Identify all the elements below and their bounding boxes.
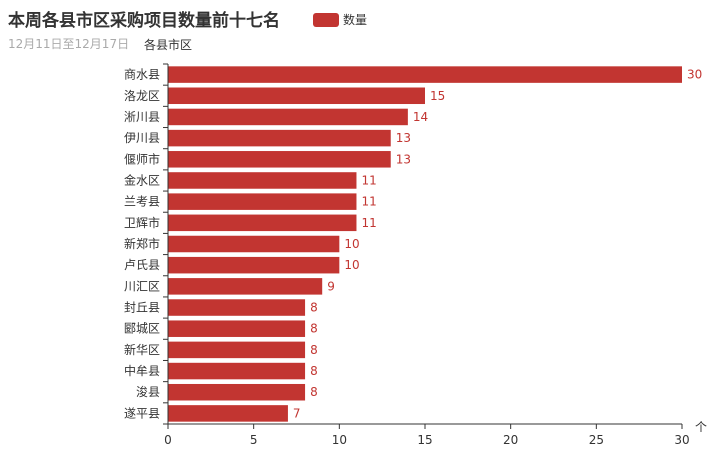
- category-label: 新华区: [124, 342, 160, 357]
- data-label: 15: [430, 89, 445, 103]
- category-label: 郾城区: [124, 322, 160, 336]
- bar-商水县[interactable]: [168, 66, 682, 83]
- x-axis: 0 5 10 15 20 25 30: [164, 423, 690, 447]
- bar-新华区[interactable]: [168, 341, 306, 359]
- y-axis-name: 各县市区: [144, 37, 192, 52]
- bar-新郑市[interactable]: [168, 235, 340, 253]
- legend[interactable]: 数量: [313, 12, 367, 27]
- category-label: 偃师市: [124, 151, 160, 166]
- x-tick-label: 25: [589, 433, 604, 447]
- bar-卫辉市[interactable]: [168, 214, 357, 232]
- category-labels: 商水县洛龙区淅川县伊川县偃师市金水区兰考县卫辉市新郑市卢氏县川汇区封丘县郾城区新…: [124, 67, 160, 421]
- bar-浚县[interactable]: [168, 383, 306, 401]
- bar-兰考县[interactable]: [168, 193, 357, 210]
- data-label: 30: [687, 68, 702, 82]
- legend-swatch[interactable]: [313, 13, 339, 27]
- data-label: 10: [344, 258, 359, 272]
- bar-遂平县[interactable]: [168, 405, 288, 422]
- y-axis: [163, 63, 169, 425]
- x-tick-label: 10: [332, 433, 347, 447]
- data-label: 8: [310, 364, 318, 378]
- data-label: 11: [361, 195, 376, 209]
- category-label: 遂平县: [124, 406, 160, 420]
- x-tick-label: 5: [250, 433, 258, 447]
- data-label: 13: [396, 152, 411, 166]
- data-label: 13: [396, 131, 411, 145]
- bars-group: [168, 66, 682, 422]
- category-label: 封丘县: [124, 301, 160, 315]
- bar-中牟县[interactable]: [168, 362, 306, 380]
- x-tick-label: 0: [164, 433, 172, 447]
- category-label: 卢氏县: [124, 257, 160, 272]
- category-label: 新郑市: [124, 236, 160, 251]
- category-label: 商水县: [124, 67, 160, 82]
- category-label: 淅川县: [124, 109, 160, 124]
- x-tick-label: 15: [417, 433, 432, 447]
- category-label: 川汇区: [124, 279, 160, 293]
- data-label: 8: [310, 322, 318, 336]
- category-label: 浚县: [136, 384, 160, 399]
- bar-金水区[interactable]: [168, 172, 357, 189]
- data-label: 11: [361, 216, 376, 230]
- data-label: 10: [344, 237, 359, 251]
- bar-淅川县[interactable]: [168, 108, 408, 126]
- data-label: 11: [361, 173, 376, 187]
- category-label: 伊川县: [124, 131, 160, 145]
- category-label: 洛龙区: [124, 88, 160, 103]
- category-label: 中牟县: [124, 363, 160, 378]
- data-label: 8: [310, 343, 318, 357]
- chart-subtitle: 12月11日至12月17日: [8, 37, 129, 51]
- x-tick-label: 30: [674, 433, 689, 447]
- category-label: 兰考县: [124, 195, 160, 209]
- data-label: 8: [310, 301, 318, 315]
- bar-封丘县[interactable]: [168, 299, 306, 316]
- bar-川汇区[interactable]: [168, 278, 323, 295]
- data-label: 7: [293, 406, 301, 420]
- bar-卢氏县[interactable]: [168, 256, 340, 274]
- x-tick-label: 20: [503, 433, 518, 447]
- bar-郾城区[interactable]: [168, 320, 306, 337]
- bar-偃师市[interactable]: [168, 151, 391, 168]
- category-label: 卫辉市: [124, 215, 160, 230]
- bar-洛龙区[interactable]: [168, 87, 425, 105]
- x-axis-name-arrow: 个: [695, 420, 707, 434]
- data-label: 14: [413, 110, 428, 124]
- bar-伊川县[interactable]: [168, 129, 391, 147]
- data-label: 8: [310, 385, 318, 399]
- category-label: 金水区: [124, 172, 160, 187]
- data-label: 9: [327, 279, 335, 293]
- chart-title: 本周各县市区采购项目数量前十七名: [8, 10, 280, 31]
- legend-label[interactable]: 数量: [343, 12, 367, 27]
